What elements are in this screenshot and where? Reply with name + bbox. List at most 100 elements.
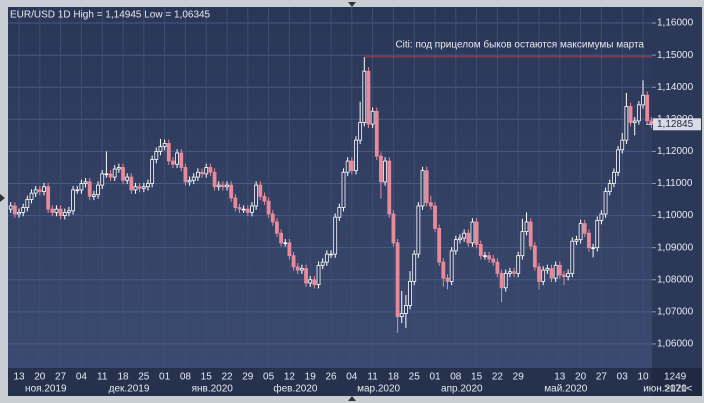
candle-body	[312, 279, 317, 285]
candle-body	[599, 213, 604, 221]
candle-body	[225, 184, 229, 188]
candle-body	[25, 199, 30, 208]
candle-body	[641, 94, 645, 106]
y-tick-label: 1,10000	[657, 210, 694, 221]
candle-body	[191, 176, 196, 181]
candle-body	[125, 176, 130, 181]
candle-body	[137, 186, 142, 189]
candle-body	[553, 264, 558, 279]
candle-body	[499, 272, 504, 289]
candle-body	[291, 255, 296, 268]
candle-body	[75, 189, 80, 192]
candle-body	[229, 184, 234, 199]
candle-body	[208, 167, 213, 173]
x-tick-label: 29	[513, 372, 525, 383]
candle-body	[266, 200, 271, 215]
candle-body	[96, 184, 100, 196]
candle-body	[179, 152, 184, 168]
candle-body	[241, 208, 246, 211]
candle-body	[483, 255, 487, 257]
candle-body	[50, 208, 55, 213]
candle-body	[304, 268, 308, 284]
x-tick-label: 03	[617, 372, 629, 383]
x-tick-label: 10	[637, 372, 649, 383]
candle-body	[645, 94, 650, 122]
candle-body	[258, 184, 263, 197]
candle-body	[545, 268, 550, 271]
candle-body	[495, 261, 500, 274]
x-tick-label: 27	[596, 372, 608, 383]
candle-body	[399, 313, 404, 318]
candle-body	[171, 160, 175, 165]
candle-body	[445, 277, 450, 282]
candle-body	[17, 211, 21, 215]
candle-body	[21, 207, 26, 213]
month-label: янв.2020	[192, 384, 234, 395]
candle-body	[574, 239, 579, 242]
candle-body	[420, 170, 425, 207]
x-tick-label: 08	[180, 372, 192, 383]
marks	[8, 56, 654, 333]
candle-body	[582, 223, 587, 234]
scroll-marker	[348, 396, 356, 401]
x-tick-label: 08	[450, 372, 462, 383]
candle-body	[316, 264, 321, 285]
candle-body	[362, 70, 367, 123]
candle-body	[29, 192, 34, 200]
candle-body	[379, 155, 383, 183]
candle-body	[216, 184, 221, 188]
candle-body	[408, 280, 412, 306]
candle-body	[150, 159, 155, 184]
candle-body	[620, 139, 625, 151]
candle-body	[324, 253, 329, 263]
candle-body	[524, 221, 529, 233]
y-tick-label: 1,15000	[657, 50, 694, 61]
x-tick-label: 18	[388, 372, 400, 383]
status: >171<	[664, 384, 693, 395]
candle-body	[337, 207, 342, 218]
candle-body	[395, 242, 400, 318]
candle-body	[649, 120, 654, 125]
candle-body	[470, 221, 475, 244]
candle-body	[108, 173, 113, 178]
candle-body	[474, 221, 479, 245]
candle-body	[416, 205, 421, 255]
candle-body	[478, 244, 483, 257]
candle-body	[557, 264, 562, 276]
candle-body	[200, 171, 204, 175]
month-label: фев.2020	[273, 383, 318, 395]
candle-body	[58, 208, 63, 216]
x-tick-label: 19	[305, 372, 317, 383]
candle-body	[329, 253, 333, 256]
y-tick-label: 1,11000	[657, 178, 693, 189]
x-tick-label: 18	[117, 372, 129, 383]
candle-body	[279, 232, 284, 244]
status-box	[652, 368, 702, 396]
candle-body	[54, 208, 59, 213]
candle-body	[129, 176, 134, 191]
x-tick-label: 05	[263, 372, 275, 383]
candle-body	[133, 186, 138, 191]
month-label: дек.2019	[109, 384, 150, 395]
price-axis	[652, 7, 702, 368]
candle-body	[270, 213, 275, 223]
y-tick-label: 1,14000	[657, 82, 694, 93]
candle-body	[366, 70, 371, 125]
candle-body	[549, 268, 554, 279]
candle-body	[71, 189, 75, 212]
candle-body	[79, 183, 84, 191]
candle-body	[104, 173, 109, 176]
candle-body	[458, 237, 462, 241]
candle-body	[92, 194, 96, 197]
candle-body	[612, 171, 616, 184]
candle-body	[116, 167, 121, 170]
x-tick-label: 25	[138, 372, 150, 383]
candle-body	[341, 171, 346, 208]
month-label: ноя.2019	[25, 384, 67, 395]
candle-body	[603, 191, 608, 215]
x-tick-label: 11	[367, 372, 378, 383]
x-tick-label: 20	[34, 372, 46, 383]
candle-body	[295, 266, 300, 271]
candle-body	[175, 152, 180, 165]
candle-body	[487, 255, 492, 260]
